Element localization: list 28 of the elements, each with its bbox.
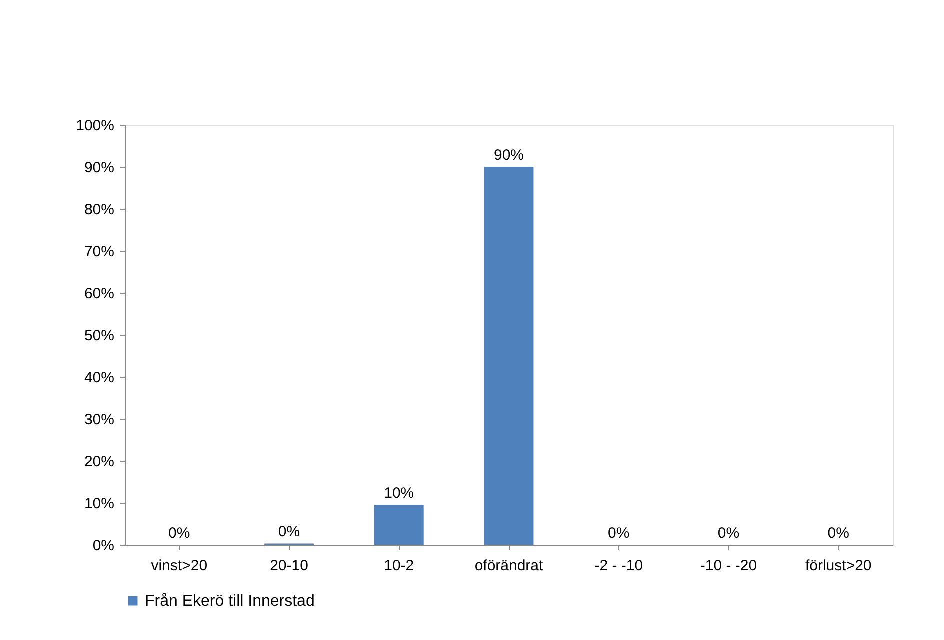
y-tick-label: 100% (76, 118, 114, 134)
data-label: 0% (718, 525, 740, 542)
x-tick-label: 10-2 (384, 558, 414, 574)
data-label: 0% (168, 525, 190, 542)
y-tick-label: 90% (84, 160, 114, 176)
data-label: 0% (828, 525, 850, 542)
y-tick-label: 50% (84, 328, 114, 344)
y-tick-label: 10% (84, 496, 114, 512)
bar (374, 505, 424, 545)
x-tick-label: -2 - -10 (594, 558, 644, 574)
y-tick-label: 70% (84, 244, 114, 260)
y-tick-label: 80% (84, 202, 114, 218)
x-tick-label: förlust>20 (805, 558, 872, 574)
data-label: 10% (384, 485, 414, 502)
y-tick-label: 40% (84, 370, 114, 386)
y-tick-label: 20% (84, 454, 114, 470)
x-tick-label: 20-10 (270, 558, 308, 574)
x-tick-label: oförändrat (474, 558, 544, 574)
data-label: 0% (278, 524, 300, 541)
bar (484, 167, 534, 545)
data-label: 90% (494, 147, 524, 164)
legend-label: Från Ekerö till Innerstad (145, 593, 315, 610)
y-tick-label: 60% (84, 286, 114, 302)
data-label: 0% (608, 525, 630, 542)
y-tick-label: 30% (84, 412, 114, 428)
y-tick-label: 0% (92, 538, 114, 554)
x-tick-label: -10 - -20 (700, 558, 758, 574)
x-tick-label: vinst>20 (151, 558, 208, 574)
